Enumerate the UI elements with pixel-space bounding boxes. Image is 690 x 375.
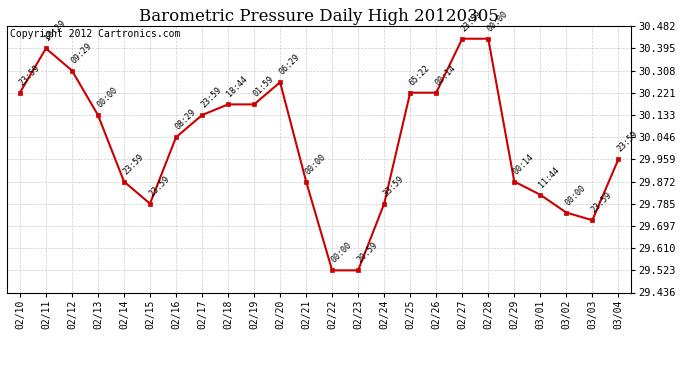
Text: 23:59: 23:59 — [121, 152, 146, 176]
Text: 00:00: 00:00 — [486, 9, 509, 33]
Text: 23:59: 23:59 — [147, 174, 171, 198]
Text: 00:14: 00:14 — [511, 152, 535, 176]
Text: 11:44: 11:44 — [538, 165, 562, 189]
Text: 01:59: 01:59 — [251, 75, 275, 99]
Text: 00:00: 00:00 — [95, 86, 119, 109]
Text: Copyright 2012 Cartronics.com: Copyright 2012 Cartronics.com — [10, 29, 180, 39]
Text: 09:29: 09:29 — [69, 41, 93, 65]
Text: 18:44: 18:44 — [225, 75, 249, 99]
Text: 33:59: 33:59 — [382, 174, 406, 198]
Text: 00:14: 00:14 — [433, 63, 457, 87]
Text: 10:29: 10:29 — [43, 19, 67, 43]
Title: Barometric Pressure Daily High 20120305: Barometric Pressure Daily High 20120305 — [139, 8, 499, 25]
Text: 00:00: 00:00 — [304, 152, 327, 176]
Text: 20:59: 20:59 — [355, 241, 380, 265]
Text: 00:00: 00:00 — [329, 241, 353, 265]
Text: 08:29: 08:29 — [173, 108, 197, 132]
Text: 00:00: 00:00 — [564, 183, 588, 207]
Text: 23:59: 23:59 — [460, 9, 484, 33]
Text: 23:59: 23:59 — [589, 190, 613, 214]
Text: 23:59: 23:59 — [199, 86, 224, 109]
Text: 65:22: 65:22 — [407, 63, 431, 87]
Text: 06:29: 06:29 — [277, 53, 302, 77]
Text: 23:59: 23:59 — [17, 63, 41, 87]
Text: 23:59: 23:59 — [615, 130, 640, 154]
